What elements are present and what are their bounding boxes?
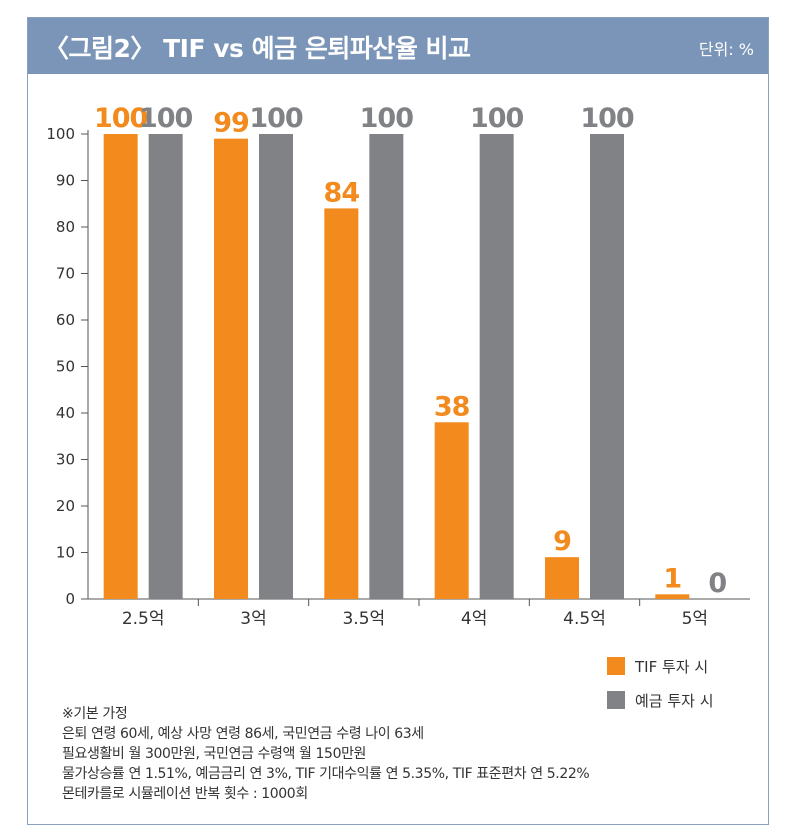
x-tick-label: 5억: [682, 609, 708, 629]
data-label-tif: 84: [324, 177, 360, 208]
y-tick-label: 100: [46, 125, 75, 143]
bar-tif: [324, 208, 359, 599]
bar-deposit: [259, 134, 293, 599]
legend-item-tif: TIF 투자 시: [607, 655, 714, 677]
data-label-tif: 9: [553, 526, 571, 557]
bar-deposit: [590, 134, 624, 599]
legend-swatch-tif: [607, 657, 625, 675]
x-tick-label: 4억: [461, 609, 487, 629]
bar-deposit: [369, 134, 404, 599]
data-label-deposit: 100: [470, 103, 524, 134]
notes-line: 물가상승률 연 1.51%, 예금금리 연 3%, TIF 기대수익률 연 5.…: [62, 766, 590, 782]
data-label-tif: 38: [434, 391, 470, 422]
y-tick-label: 40: [56, 404, 75, 422]
bar-deposit: [479, 134, 514, 599]
data-label-tif: 99: [213, 108, 249, 139]
bar-tif: [545, 557, 579, 599]
legend-label-tif: TIF 투자 시: [635, 657, 709, 676]
y-tick-label: 50: [56, 358, 75, 376]
y-tick-label: 30: [56, 451, 75, 469]
figure-header: 〈그림2〉 TIF vs 예금 은퇴파산율 비교 단위: %: [28, 18, 768, 74]
x-tick-label: 2.5억: [122, 609, 165, 629]
data-label-deposit: 100: [580, 103, 634, 134]
y-tick-label: 0: [65, 590, 75, 608]
notes-heading: ※기본 가정: [62, 706, 128, 722]
y-tick-label: 20: [56, 497, 75, 515]
legend-swatch-deposit: [607, 691, 625, 709]
bar-tif: [434, 422, 469, 599]
x-tick-label: 3억: [240, 609, 266, 629]
notes-line: 은퇴 연령 60세, 예상 사망 연령 86세, 국민연금 수령 나이 63세: [62, 726, 424, 742]
data-label-deposit: 0: [708, 568, 726, 599]
bar-tif: [214, 138, 248, 599]
legend-label-deposit: 예금 투자 시: [635, 691, 714, 710]
data-label-tif: 100: [94, 103, 148, 134]
assumption-notes: ※기본 가정 은퇴 연령 60세, 예상 사망 연령 86세, 국민연금 수령 …: [62, 704, 590, 804]
bar-deposit: [148, 134, 183, 599]
notes-line: 몬테카를로 시뮬레이션 반복 횟수 : 1000회: [62, 786, 308, 802]
legend-item-deposit: 예금 투자 시: [607, 689, 714, 711]
data-label-deposit: 100: [360, 103, 414, 134]
unit-label: 단위: %: [698, 40, 754, 59]
data-label-deposit: 100: [249, 103, 303, 134]
bar-tif: [655, 594, 690, 599]
x-tick-label: 3.5억: [342, 609, 385, 629]
y-tick-label: 70: [56, 265, 75, 283]
figure-title: 〈그림2〉 TIF vs 예금 은퇴파산율 비교: [44, 34, 471, 63]
y-tick-label: 60: [56, 311, 75, 329]
bar-tif: [103, 134, 138, 599]
y-tick-label: 90: [56, 172, 75, 190]
data-label-tif: 1: [663, 563, 681, 594]
legend: TIF 투자 시 예금 투자 시: [607, 655, 714, 723]
y-tick-label: 10: [56, 544, 75, 562]
notes-line: 필요생활비 월 300만원, 국민연금 수령액 월 150만원: [62, 746, 367, 762]
y-tick-label: 80: [56, 218, 75, 236]
x-tick-label: 4.5억: [563, 609, 606, 629]
data-label-deposit: 100: [139, 103, 193, 134]
